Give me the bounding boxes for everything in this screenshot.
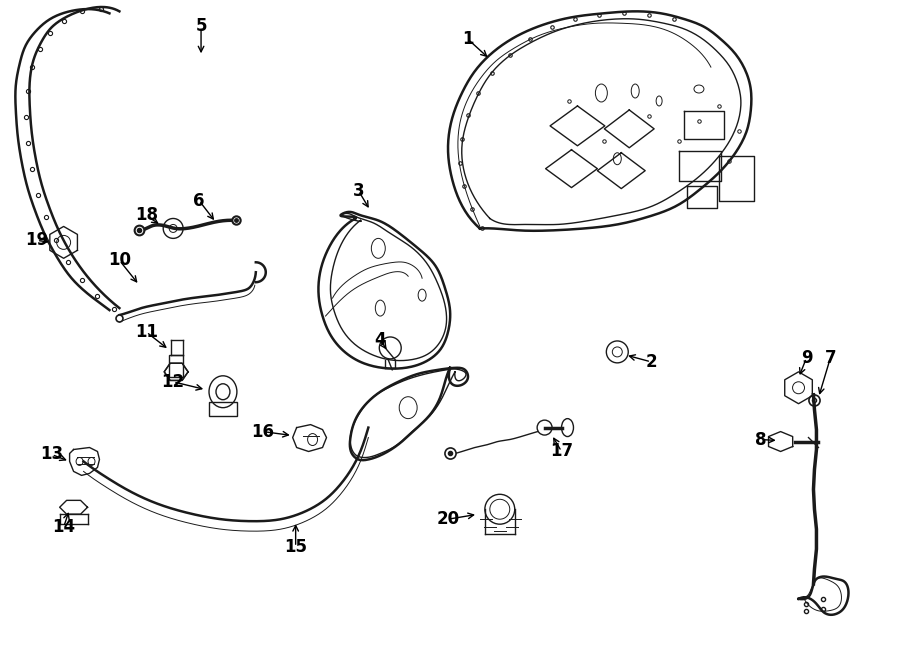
- Text: 20: 20: [436, 510, 460, 528]
- Text: 19: 19: [25, 231, 49, 249]
- Text: 6: 6: [194, 192, 205, 210]
- Text: 17: 17: [550, 442, 573, 461]
- Text: 2: 2: [645, 353, 657, 371]
- Text: 3: 3: [353, 182, 364, 200]
- Text: 14: 14: [52, 518, 76, 536]
- Text: 16: 16: [251, 422, 274, 441]
- Text: 13: 13: [40, 446, 63, 463]
- Text: 18: 18: [135, 206, 158, 225]
- Text: 1: 1: [463, 30, 473, 48]
- Text: 11: 11: [135, 323, 158, 341]
- Text: 8: 8: [755, 430, 767, 449]
- Text: 5: 5: [195, 17, 207, 35]
- Text: 10: 10: [108, 251, 130, 269]
- Text: 4: 4: [374, 331, 386, 349]
- Text: 15: 15: [284, 538, 307, 556]
- Text: 9: 9: [801, 349, 813, 367]
- Text: 12: 12: [162, 373, 184, 391]
- Text: 7: 7: [824, 349, 836, 367]
